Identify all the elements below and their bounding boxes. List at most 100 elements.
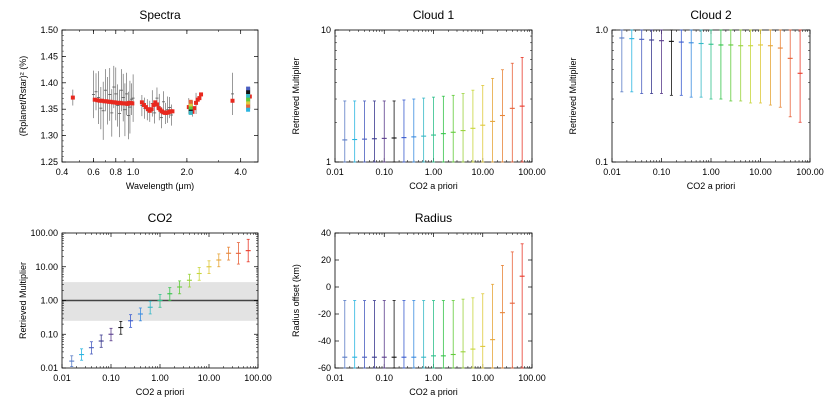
plot-frame (61, 29, 259, 163)
bin-point (246, 97, 251, 102)
y-tick-label: 1.45 (40, 51, 58, 61)
model-point (154, 102, 159, 107)
x-tick-label: 1.0 (127, 167, 140, 177)
x-tick-label: 1.00 (702, 167, 720, 177)
model-point (106, 99, 111, 104)
x-tick-label: 0.10 (375, 167, 393, 177)
panel-cloud2: Cloud 2 CO2 a priori Retrieved Multiplier 0… (568, 8, 824, 191)
model-point (97, 98, 102, 103)
bin-point (188, 110, 193, 115)
chart-title: Radius (415, 211, 452, 225)
panel-radius: Radius CO2 a priori Radius offset (km) 0.01… (291, 211, 546, 397)
y-tick-label: 1.00 (40, 296, 58, 306)
x-tick-label: 1.00 (425, 373, 443, 383)
y-tick-label: -60 (318, 363, 331, 373)
y-axis-label: (Rplanet/Rstar)² (%) (18, 56, 28, 137)
y-tick-label: -20 (318, 309, 331, 319)
y-tick-label: 1.35 (40, 104, 58, 114)
y-tick-label: 0 (326, 282, 331, 292)
x-tick-label: 0.01 (326, 373, 344, 383)
x-tick-label: 0.01 (53, 373, 71, 383)
x-axis-label: Wavelength (μm) (126, 181, 194, 191)
bin-point (188, 99, 193, 104)
model-point (102, 99, 107, 104)
x-tick-label: 0.10 (653, 167, 671, 177)
model-point (230, 98, 235, 103)
panel-cloud1: Cloud 1 CO2 a priori Retrieved Multiplier 0… (291, 8, 546, 191)
x-tick-label: 10.00 (471, 373, 494, 383)
model-point (143, 105, 148, 110)
y-tick-label: 0.01 (40, 363, 58, 373)
y-tick-label: 0.1 (595, 157, 608, 167)
y-axis-label: Retrieved Multiplier (568, 57, 578, 134)
panel-spectra: Spectra Wavelength (μm) (Rplanet/Rstar)² (… (18, 8, 259, 191)
model-point (149, 107, 154, 112)
x-tick-label: 1.00 (151, 373, 169, 383)
y-tick-label: 10.00 (35, 262, 58, 272)
y-tick-label: 1.25 (40, 157, 58, 167)
x-axis-label: CO2 a priori (687, 181, 736, 191)
x-tick-label: 4.0 (234, 167, 247, 177)
bin-point (188, 102, 193, 107)
y-tick-label: 1.50 (40, 25, 58, 35)
model-point (151, 102, 156, 107)
x-tick-label: 10.00 (471, 167, 494, 177)
y-tick-label: 40 (321, 228, 331, 238)
model-point (197, 96, 202, 101)
chart-title: Cloud 1 (413, 8, 455, 22)
x-tick-label: 100.00 (518, 167, 546, 177)
model-point (139, 100, 144, 105)
x-tick-label: 10.00 (749, 167, 772, 177)
x-tick-label: 100.00 (796, 167, 824, 177)
x-tick-label: 100.00 (518, 373, 546, 383)
bin-point (246, 90, 251, 95)
model-point (194, 100, 199, 105)
y-tick-label: 1.0 (595, 25, 608, 35)
y-axis-label: Retrieved Multiplier (18, 262, 28, 339)
model-point (153, 100, 158, 105)
x-tick-label: 1.00 (425, 167, 443, 177)
x-tick-label: 2.0 (181, 167, 194, 177)
chart-title: Spectra (139, 8, 181, 22)
model-point (141, 102, 146, 107)
y-tick-label: 1 (326, 157, 331, 167)
x-tick-label: 0.10 (102, 373, 120, 383)
x-tick-label: 10.00 (198, 373, 221, 383)
model-point (95, 98, 100, 103)
x-tick-label: 100.00 (244, 373, 272, 383)
y-axis-label: Radius offset (km) (291, 264, 301, 337)
chart-title: CO2 (148, 211, 173, 225)
bin-point (246, 86, 251, 91)
y-axis-label: Retrieved Multiplier (291, 57, 301, 134)
y-tick-label: 1.30 (40, 131, 58, 141)
model-point (130, 101, 135, 106)
y-tick-label: 20 (321, 255, 331, 265)
y-tick-label: 100.00 (30, 228, 58, 238)
model-point (199, 92, 204, 97)
model-point (170, 109, 175, 114)
chart-title: Cloud 2 (690, 8, 732, 22)
x-tick-label: 0.01 (326, 167, 344, 177)
model-point (100, 98, 105, 103)
model-point (192, 106, 197, 111)
model-point (108, 99, 113, 104)
x-axis-label: CO2 a priori (409, 387, 458, 397)
x-tick-label: 0.01 (603, 167, 621, 177)
model-point (104, 99, 109, 104)
y-tick-label: 10 (321, 25, 331, 35)
bin-point (246, 104, 251, 109)
y-tick-label: -40 (318, 336, 331, 346)
bin-point (246, 101, 251, 106)
bin-point (188, 105, 193, 110)
y-tick-label: 1.40 (40, 78, 58, 88)
x-tick-label: 0.4 (56, 167, 69, 177)
model-point (92, 97, 97, 102)
x-tick-label: 0.6 (87, 167, 100, 177)
bin-point (246, 107, 251, 112)
model-point (70, 95, 75, 100)
x-tick-label: 0.10 (375, 373, 393, 383)
x-axis-label: CO2 a priori (409, 181, 458, 191)
x-axis-label: CO2 a priori (136, 387, 185, 397)
